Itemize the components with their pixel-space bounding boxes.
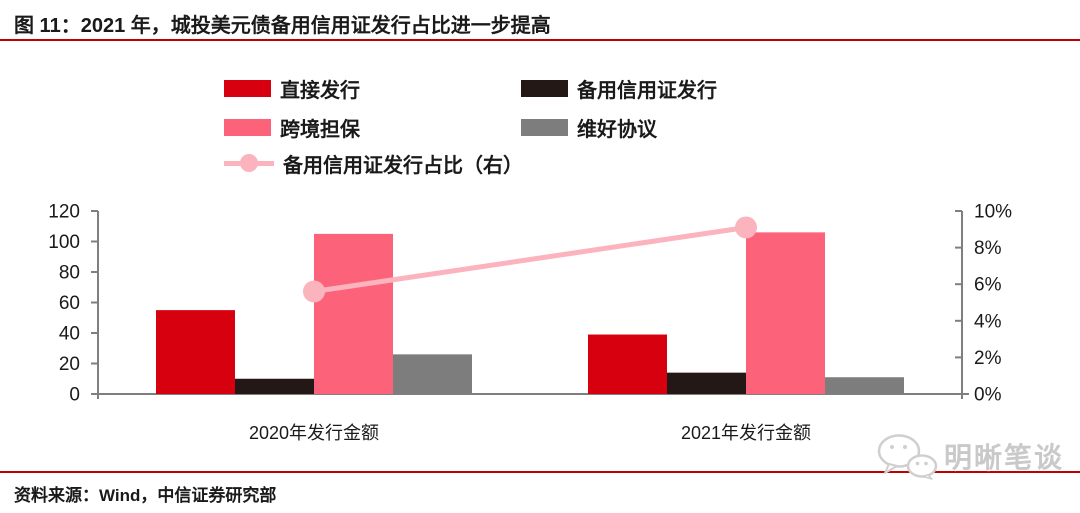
right-axis-tick-label: 10% — [974, 202, 1012, 223]
left-axis-tick-label: 100 — [48, 232, 80, 253]
legend-label-sblc: 备用信用证发行 — [577, 79, 717, 102]
left-axis-tick-label: 80 — [59, 263, 80, 284]
legend-item-keepwell: 维好协议 — [521, 117, 657, 141]
legend-item-ratio: 备用信用证发行占比（右） — [224, 153, 523, 177]
legend-label-guarantee: 跨境担保 — [280, 118, 360, 141]
bar-direct-0 — [156, 310, 235, 394]
legend-line-dot-icon — [240, 154, 258, 172]
ratio-marker-0 — [303, 280, 325, 303]
right-axis-tick-label: 6% — [974, 275, 1002, 296]
wechat-icon — [877, 434, 938, 480]
source-note: 资料来源：Wind，中信证券研究部 — [14, 486, 277, 505]
right-axis-tick-label: 0% — [974, 385, 1002, 406]
legend-item-direct: 直接发行 — [224, 78, 360, 102]
left-axis-tick-label: 120 — [48, 202, 80, 223]
right-axis-tick-label: 2% — [974, 348, 1002, 369]
left-axis-tick-label: 40 — [59, 324, 80, 345]
bar-keepwell-1 — [825, 377, 904, 394]
figure-title: 图 11：2021 年，城投美元债备用信用证发行占比进一步提高 — [14, 15, 551, 37]
watermark: 明晰笔谈 — [874, 432, 1064, 480]
left-axis-tick-label: 20 — [59, 354, 80, 375]
watermark-label: 明晰笔谈 — [944, 442, 1065, 473]
bar-guarantee-1 — [746, 232, 825, 394]
ratio-marker-1 — [735, 216, 757, 239]
legend-label-direct: 直接发行 — [280, 79, 360, 102]
legend-swatch-guarantee-icon — [224, 118, 271, 136]
right-axis-tick-label: 4% — [974, 311, 1002, 332]
legend-label-keepwell: 维好协议 — [577, 118, 657, 141]
legend-label-ratio: 备用信用证发行占比（右） — [283, 154, 523, 177]
ratio-line — [313, 224, 747, 294]
left-axis-tick-label: 0 — [69, 385, 80, 406]
chart-canvas: 0 20 40 60 80 100 120 0% 2% 4% 6% 8% 10% 2020年发行金额 202… — [48, 202, 1012, 444]
bar-sblc-0 — [235, 378, 314, 394]
title-underline — [0, 39, 1080, 41]
bar-sblc-1 — [667, 372, 746, 394]
legend-swatch-direct-icon — [224, 79, 271, 97]
left-axis-tick-label: 60 — [59, 293, 80, 314]
footer-rule — [0, 471, 1080, 473]
legend-line-swatch-icon — [224, 154, 274, 172]
legend-item-guarantee: 跨境担保 — [224, 117, 360, 141]
legend-swatch-keepwell-icon — [521, 118, 568, 136]
category-label-0: 2020年发行金额 — [249, 423, 379, 443]
bar-guarantee-0 — [314, 233, 393, 394]
legend-swatch-sblc-icon — [521, 79, 568, 97]
bar-direct-1 — [588, 334, 667, 394]
right-axis-tick-label: 8% — [974, 238, 1002, 259]
category-label-1: 2021年发行金额 — [681, 423, 811, 443]
bar-keepwell-0 — [393, 354, 472, 394]
legend-item-sblc: 备用信用证发行 — [521, 78, 717, 102]
